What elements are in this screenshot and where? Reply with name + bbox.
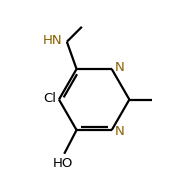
Text: HO: HO (53, 157, 74, 170)
Text: N: N (115, 61, 125, 74)
Text: N: N (115, 125, 125, 138)
Text: Cl: Cl (43, 92, 56, 105)
Text: HN: HN (42, 34, 62, 47)
